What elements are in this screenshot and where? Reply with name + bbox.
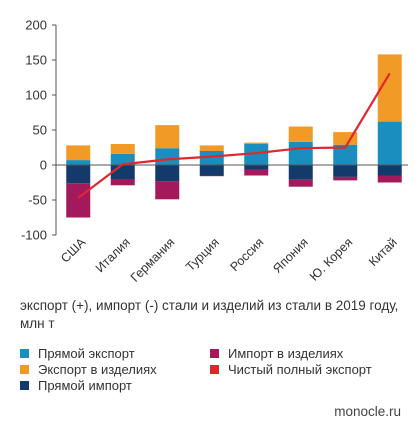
bar-segment — [288, 179, 313, 187]
bar-segment — [377, 175, 402, 183]
category-label: Германия — [128, 235, 178, 285]
category-label: Россия — [227, 235, 266, 274]
bar-segment — [244, 169, 269, 176]
legend-swatch — [210, 364, 219, 374]
legend-swatch — [20, 380, 29, 390]
bar-segment — [288, 141, 313, 165]
y-tick-label: -100 — [21, 228, 47, 243]
legend-label: Прямой экспорт — [38, 345, 135, 361]
bar-segment — [333, 132, 358, 145]
bar-segment — [244, 144, 269, 165]
category-label: Ю. Корея — [307, 235, 355, 283]
legend-label: Прямой импорт — [38, 377, 132, 393]
bar-segment — [244, 165, 269, 170]
bar-segment — [333, 165, 358, 177]
bar-segment — [288, 126, 313, 142]
bar-segment — [199, 165, 224, 176]
category-label: Италия — [93, 235, 133, 275]
y-tick-label: 100 — [25, 88, 47, 103]
legend-item-import-in-products: Импорт в изделиях — [210, 345, 343, 361]
legend-label: Импорт в изделиях — [228, 345, 344, 361]
category-label: Япония — [270, 235, 311, 276]
legend-item-direct-export: Прямой экспорт — [20, 345, 135, 361]
legend-swatch — [20, 348, 29, 358]
y-tick-label: 150 — [25, 53, 47, 68]
bar-segment — [377, 165, 402, 176]
legend-label: Чистый полный экспорт — [228, 361, 372, 377]
bar-segment — [155, 125, 180, 149]
bar-segment — [110, 153, 135, 165]
bar-segment — [244, 142, 269, 144]
legend-item-export-in-products: Экспорт в изделиях — [20, 361, 157, 377]
bar-segment — [288, 165, 313, 180]
legend-item-direct-import: Прямой импорт — [20, 377, 132, 393]
bar-segment — [110, 179, 135, 186]
bar-segment — [155, 181, 180, 200]
y-tick-label: 50 — [33, 123, 47, 138]
bar-segment — [66, 160, 91, 165]
bar-segment — [66, 145, 91, 161]
legend-swatch — [210, 348, 219, 358]
bar-segment — [155, 165, 180, 182]
category-label: Китай — [366, 235, 400, 269]
bar-segment — [110, 144, 135, 154]
category-label: США — [58, 235, 89, 266]
bar-segment — [66, 165, 91, 184]
bar-segment — [199, 175, 224, 177]
bar-segment — [155, 148, 180, 165]
bar-segment — [199, 145, 224, 151]
legend-label: Экспорт в изделиях — [38, 361, 157, 377]
bar-segment — [333, 144, 358, 165]
legend-swatch — [20, 364, 29, 374]
bar-segment — [377, 121, 402, 165]
y-tick-label: 200 — [25, 18, 47, 33]
bar-segment — [66, 183, 91, 218]
y-tick-label: -50 — [28, 193, 47, 208]
net-export-line — [77, 72, 391, 199]
y-tick-label: 0 — [40, 158, 47, 173]
category-label: Турция — [183, 235, 222, 274]
source-label: monocle.ru — [334, 404, 401, 419]
chart-caption: экспорт (+), импорт (-) стали и изделий … — [20, 298, 399, 331]
legend-item-net-export: Чистый полный экспорт — [210, 361, 372, 377]
bar-segment — [333, 176, 358, 181]
bar-segment — [199, 151, 224, 165]
